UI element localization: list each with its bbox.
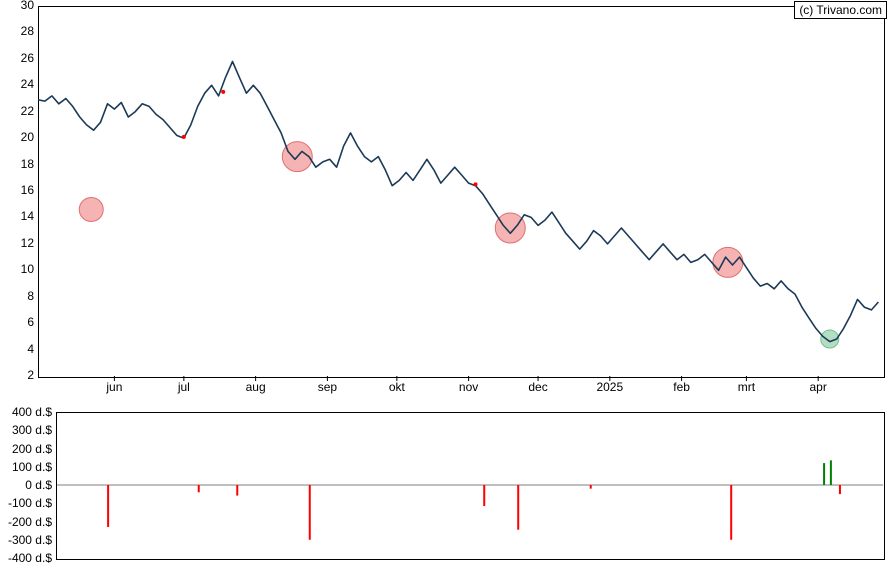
axis-label: jun <box>94 380 134 394</box>
axis-label: -200 d.$ <box>2 515 52 529</box>
axis-label: dec <box>518 380 558 394</box>
axis-label: 10 <box>4 262 34 276</box>
axis-label: 2025 <box>590 380 630 394</box>
axis-label: -400 d.$ <box>2 551 52 565</box>
axis-label: 8 <box>4 289 34 303</box>
axis-label: apr <box>798 380 838 394</box>
axis-label: 24 <box>4 77 34 91</box>
axis-label: 0 d.$ <box>2 478 52 492</box>
axis-label: okt <box>377 380 417 394</box>
axis-label: 400 d.$ <box>2 405 52 419</box>
axis-label: nov <box>449 380 489 394</box>
axis-label: mrt <box>726 380 766 394</box>
axis-label: aug <box>236 380 276 394</box>
axis-label: 200 d.$ <box>2 442 52 456</box>
axis-label: 12 <box>4 236 34 250</box>
axis-label: 18 <box>4 157 34 171</box>
axis-label: 30 <box>4 0 34 12</box>
axis-label: 300 d.$ <box>2 423 52 437</box>
axis-label: -100 d.$ <box>2 496 52 510</box>
axis-label: 28 <box>4 24 34 38</box>
axis-label: 26 <box>4 51 34 65</box>
axis-label: -300 d.$ <box>2 533 52 547</box>
axis-label: 4 <box>4 342 34 356</box>
axis-label: feb <box>662 380 702 394</box>
axis-label: 100 d.$ <box>2 460 52 474</box>
axis-label: jul <box>164 380 204 394</box>
axis-label: sep <box>307 380 347 394</box>
axis-label: 16 <box>4 183 34 197</box>
axis-label: 14 <box>4 209 34 223</box>
axis-label: 6 <box>4 315 34 329</box>
axis-label: 2 <box>4 368 34 382</box>
volume-chart-svg <box>0 0 888 565</box>
credit-label: (c) Trivano.com <box>794 1 887 19</box>
axis-label: 20 <box>4 130 34 144</box>
axis-label: 22 <box>4 104 34 118</box>
